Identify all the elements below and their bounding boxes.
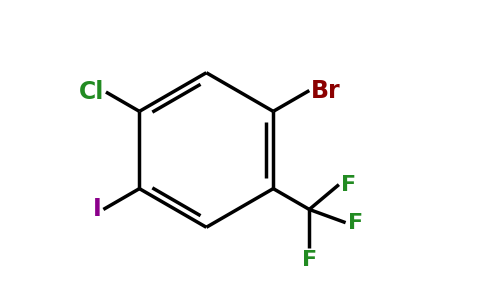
Text: F: F	[302, 250, 317, 270]
Text: I: I	[93, 197, 102, 221]
Text: Br: Br	[311, 79, 340, 103]
Text: F: F	[341, 175, 356, 195]
Text: Cl: Cl	[79, 80, 105, 104]
Text: F: F	[348, 213, 363, 233]
